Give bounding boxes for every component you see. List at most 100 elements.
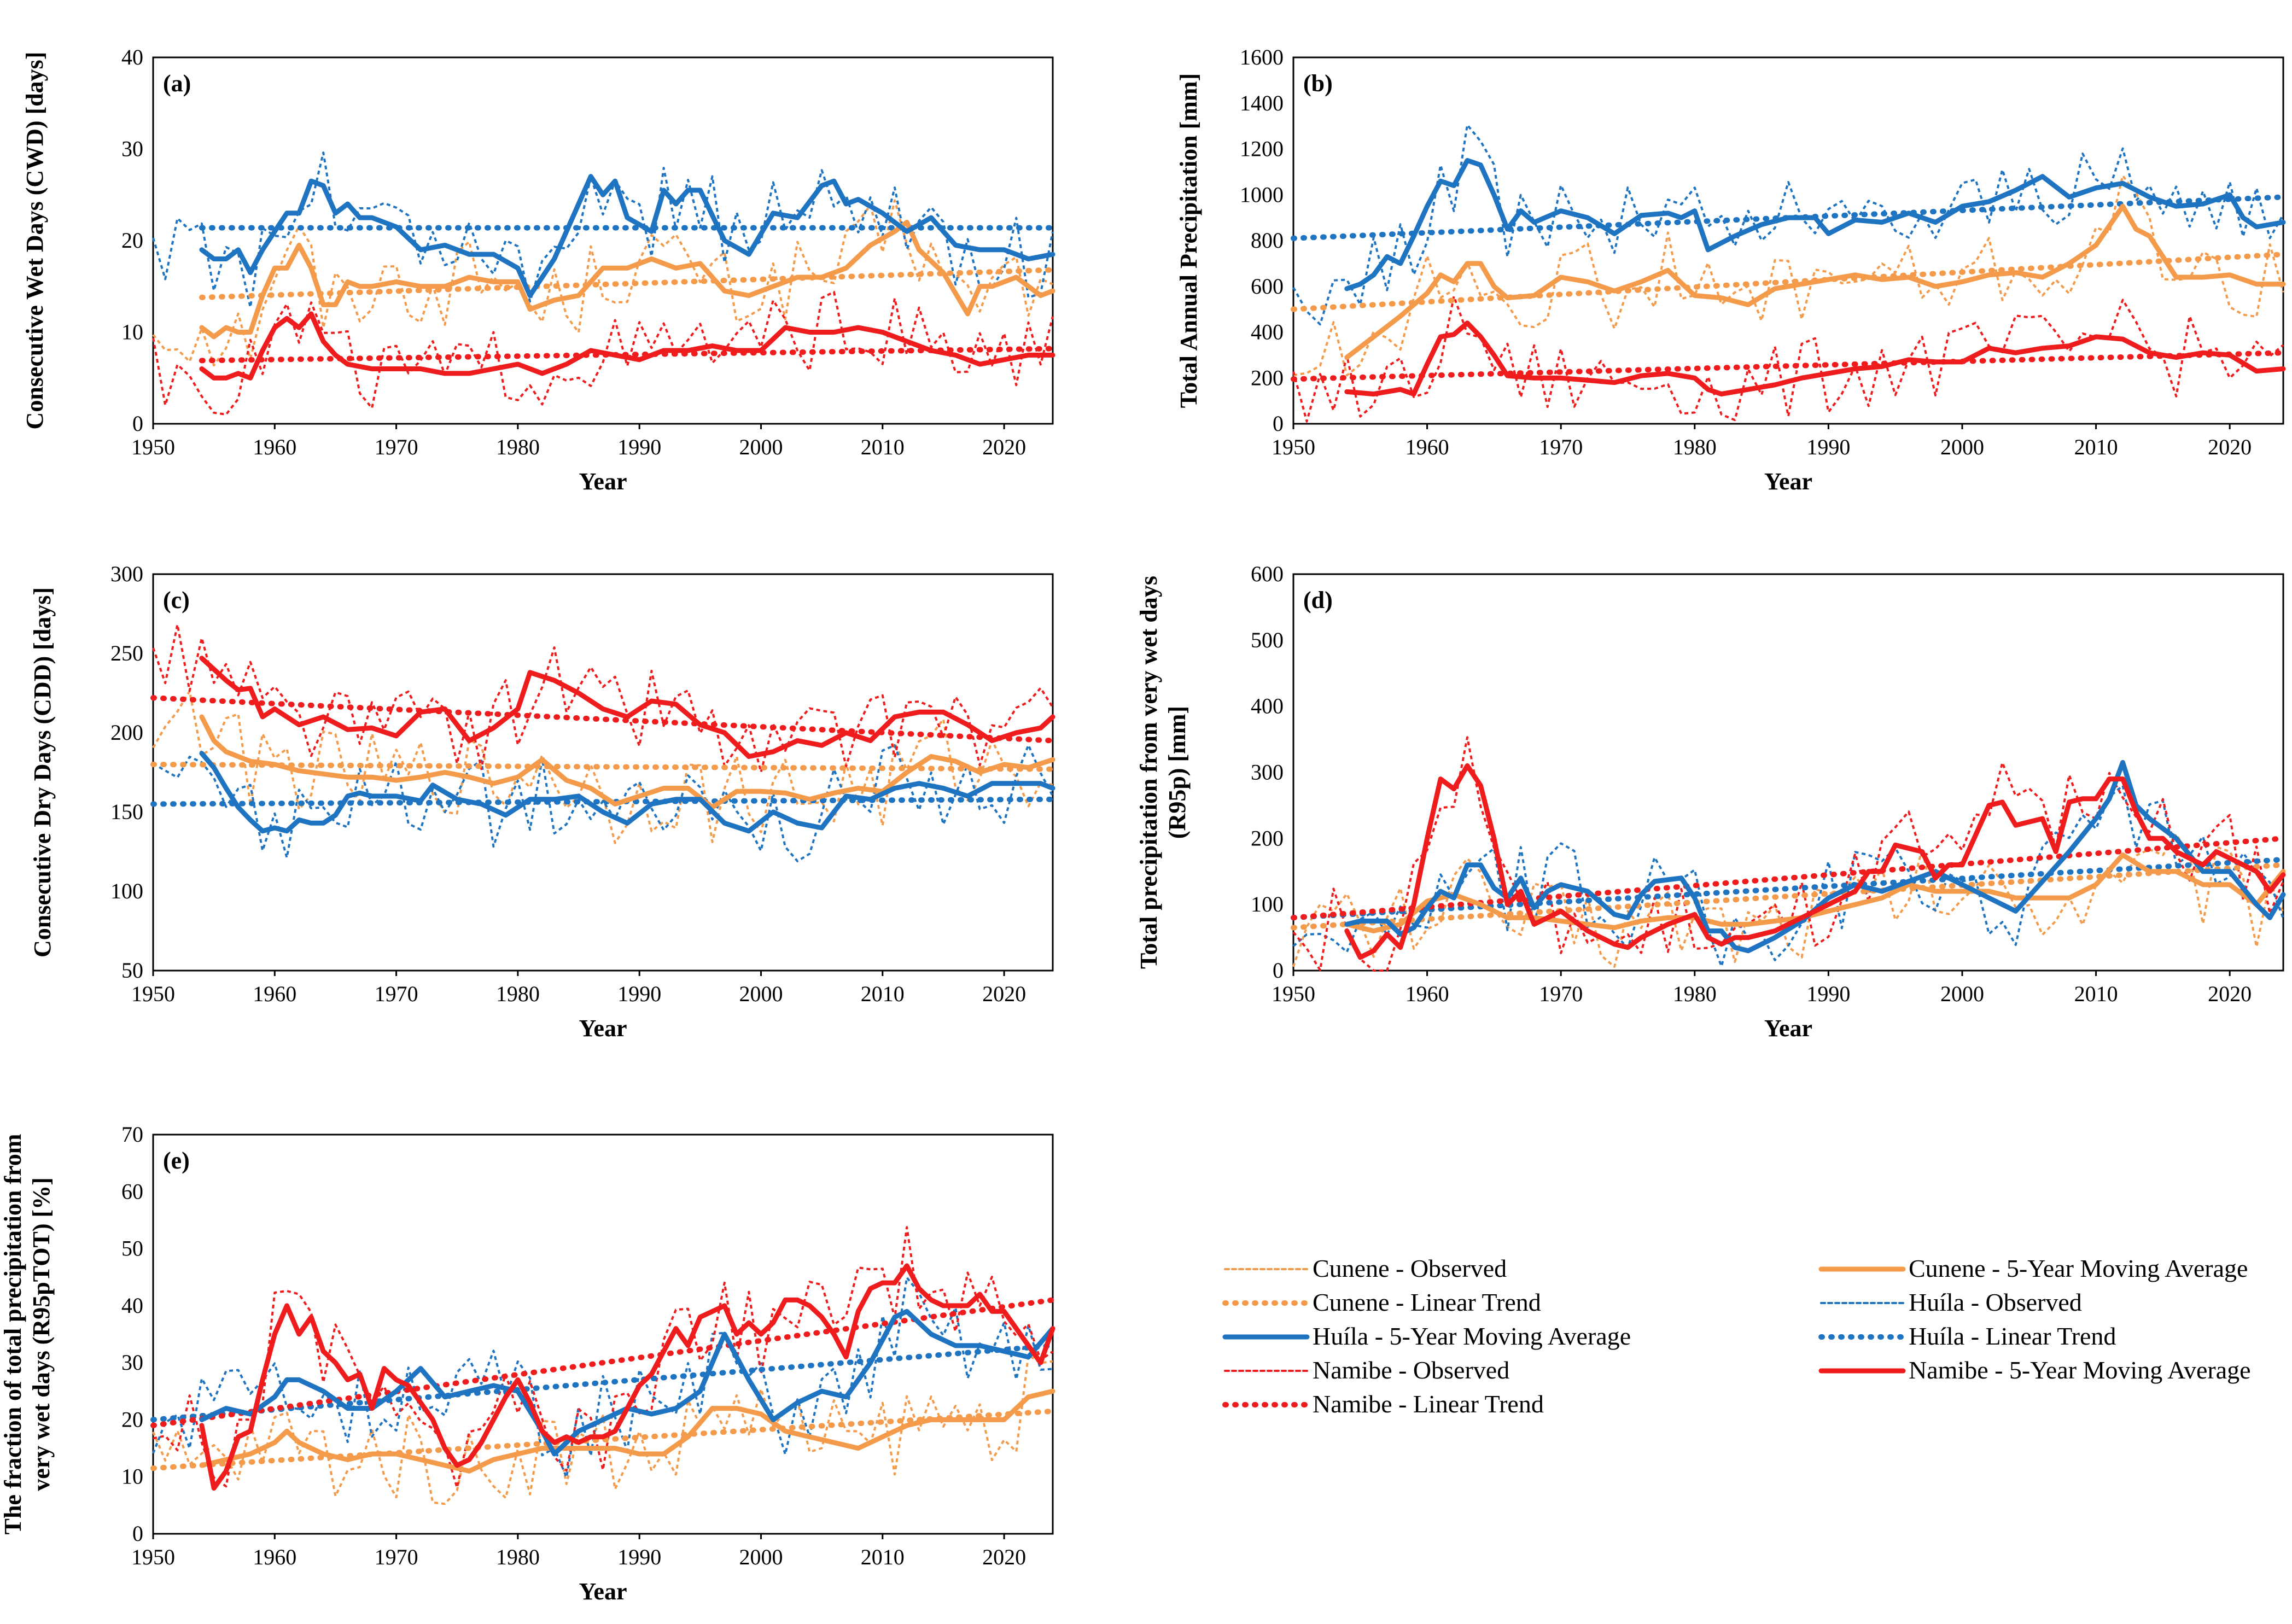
huila-linear-trend-line [150, 796, 1055, 807]
namibe-linear-trend-line [150, 695, 1055, 744]
x-tick-label: 1960 [1405, 982, 1449, 1006]
cunene-moving-average-line [199, 1388, 1055, 1474]
namibe-observed-line [152, 623, 1054, 773]
namibe-observed-line [1292, 736, 2284, 972]
legend-label: Huíla - Linear Trend [1909, 1322, 2116, 1350]
x-tick-label: 1960 [1405, 435, 1449, 459]
cunene-linear-trend-line [1291, 252, 2286, 312]
y-tick-label: 0 [132, 1521, 143, 1546]
legend: Cunene - Observed Cunene - 5-Year Moving … [1222, 1254, 2251, 1418]
plot-frame [1292, 56, 2284, 425]
namibe-linear-trend-line [199, 346, 1055, 364]
x-tick-label: 2020 [2208, 982, 2252, 1006]
huila-linear-trend-line [1291, 857, 2286, 921]
x-tick-label: 1950 [1272, 982, 1315, 1006]
y-axis-label: Total precipitation from very wet days(R… [1135, 576, 1191, 969]
x-axis-label: Year [579, 1578, 627, 1605]
namibe-observed-line [1292, 295, 2284, 423]
y-tick-label: 100 [1251, 892, 1284, 916]
namibe-linear-trend-line [1291, 350, 2286, 382]
y-axis-label: The fraction of total precipitation from… [0, 1134, 55, 1535]
x-tick-label: 1970 [375, 982, 418, 1006]
legend-label: Cunene - Observed [1313, 1254, 1507, 1282]
y-tick-label: 1200 [1240, 137, 1284, 161]
x-tick-label: 1980 [496, 982, 540, 1006]
y-tick-label: 300 [110, 562, 143, 586]
y-axis-label: Total Annual Precipitation [mm] [1175, 73, 1202, 408]
x-axis-label: Year [579, 1015, 627, 1042]
legend-label: Namibe - 5-Year Moving Average [1909, 1356, 2251, 1384]
x-axis-label: Year [579, 468, 627, 495]
x-tick-label: 2000 [739, 435, 783, 459]
namibe-moving-average-line [1344, 763, 2286, 960]
panel-c: 50 100 150 200 250 300 1950 1960 1970 1980 1990 200… [29, 562, 1055, 1042]
y-tick-label: 200 [110, 720, 143, 745]
panel-label: (a) [163, 70, 191, 97]
y-tick-label: 40 [121, 1293, 143, 1318]
x-tick-label: 2020 [982, 435, 1026, 459]
x-tick-label: 1990 [1806, 435, 1850, 459]
x-tick-label: 1980 [1673, 982, 1717, 1006]
x-tick-label: 2020 [982, 1545, 1026, 1569]
y-axis-label: Consecutive Wet Days (CWD) [days] [21, 52, 48, 430]
namibe-moving-average-line [199, 656, 1055, 759]
legend-label: Huíla - 5-Year Moving Average [1313, 1322, 1631, 1350]
x-tick-label: 2010 [861, 1545, 905, 1569]
panel-label: (b) [1303, 70, 1333, 97]
cunene-moving-average-line [1344, 203, 2286, 360]
x-tick-label: 1950 [131, 982, 175, 1006]
plot-frame [1292, 573, 2284, 972]
huila-linear-trend-line [150, 1342, 1055, 1423]
panel-label: (d) [1303, 587, 1333, 614]
x-tick-label: 2000 [1940, 982, 1984, 1006]
y-tick-label: 600 [1251, 274, 1284, 299]
y-tick-label: 300 [1251, 760, 1284, 785]
y-axis-label: Consecutive Dry Days (CDD) [days] [29, 587, 56, 957]
x-tick-label: 1950 [1272, 435, 1315, 459]
huila-observed-line [152, 1276, 1053, 1479]
cunene-linear-trend-line [150, 1408, 1055, 1471]
plot-frame [152, 56, 1054, 425]
x-tick-label: 1970 [375, 435, 418, 459]
x-tick-label: 2020 [2208, 435, 2252, 459]
huila-moving-average-line [199, 1308, 1055, 1457]
y-tick-label: 70 [121, 1122, 143, 1147]
plot-frame [152, 1134, 1054, 1535]
y-tick-label: 1400 [1240, 91, 1284, 115]
y-tick-label: 200 [1251, 826, 1284, 850]
y-tick-label: 40 [121, 45, 143, 69]
y-tick-label: 1000 [1240, 182, 1284, 207]
panel-label: (c) [163, 587, 190, 614]
namibe-observed-line [152, 291, 1054, 416]
legend-label: Huíla - Observed [1909, 1288, 2082, 1316]
y-tick-label: 0 [1273, 958, 1284, 983]
y-tick-label: 30 [121, 1350, 143, 1375]
panel-e: 0 10 20 30 40 50 60 70 1950 1960 1970 1980 1990 2000 2… [0, 1122, 1055, 1605]
panel-b: 0 200 400 600 800 1000 1200 1400 1600 1950 1960 197… [1175, 45, 2286, 495]
cunene-linear-trend-line [150, 762, 1055, 772]
cunene-linear-trend-line [1291, 862, 2286, 931]
y-tick-label: 0 [1273, 411, 1284, 436]
x-axis-label: Year [1764, 468, 1812, 495]
huila-observed-line [1292, 124, 2284, 326]
y-tick-label: 30 [121, 137, 143, 161]
x-tick-label: 1990 [617, 982, 661, 1006]
legend-label: Namibe - Linear Trend [1313, 1390, 1544, 1418]
legend-label: Cunene - Linear Trend [1313, 1288, 1541, 1316]
cunene-observed-line [1292, 833, 2284, 968]
y-tick-label: 50 [121, 1236, 143, 1261]
y-tick-label: 20 [121, 228, 143, 253]
huila-moving-average-line [199, 751, 1055, 834]
cunene-linear-trend-line [199, 267, 1055, 300]
legend-label: Namibe - Observed [1313, 1356, 1509, 1384]
x-tick-label: 1950 [131, 435, 175, 459]
y-tick-label: 60 [121, 1179, 143, 1204]
x-tick-label: 1960 [253, 982, 296, 1006]
x-tick-label: 1970 [1539, 435, 1583, 459]
y-tick-label: 100 [110, 879, 143, 903]
y-tick-label: 800 [1251, 228, 1284, 253]
x-tick-label: 1970 [375, 1545, 418, 1569]
x-tick-label: 2010 [2074, 435, 2118, 459]
namibe-moving-average-line [1344, 320, 2286, 397]
cunene-moving-average-line [199, 714, 1055, 810]
